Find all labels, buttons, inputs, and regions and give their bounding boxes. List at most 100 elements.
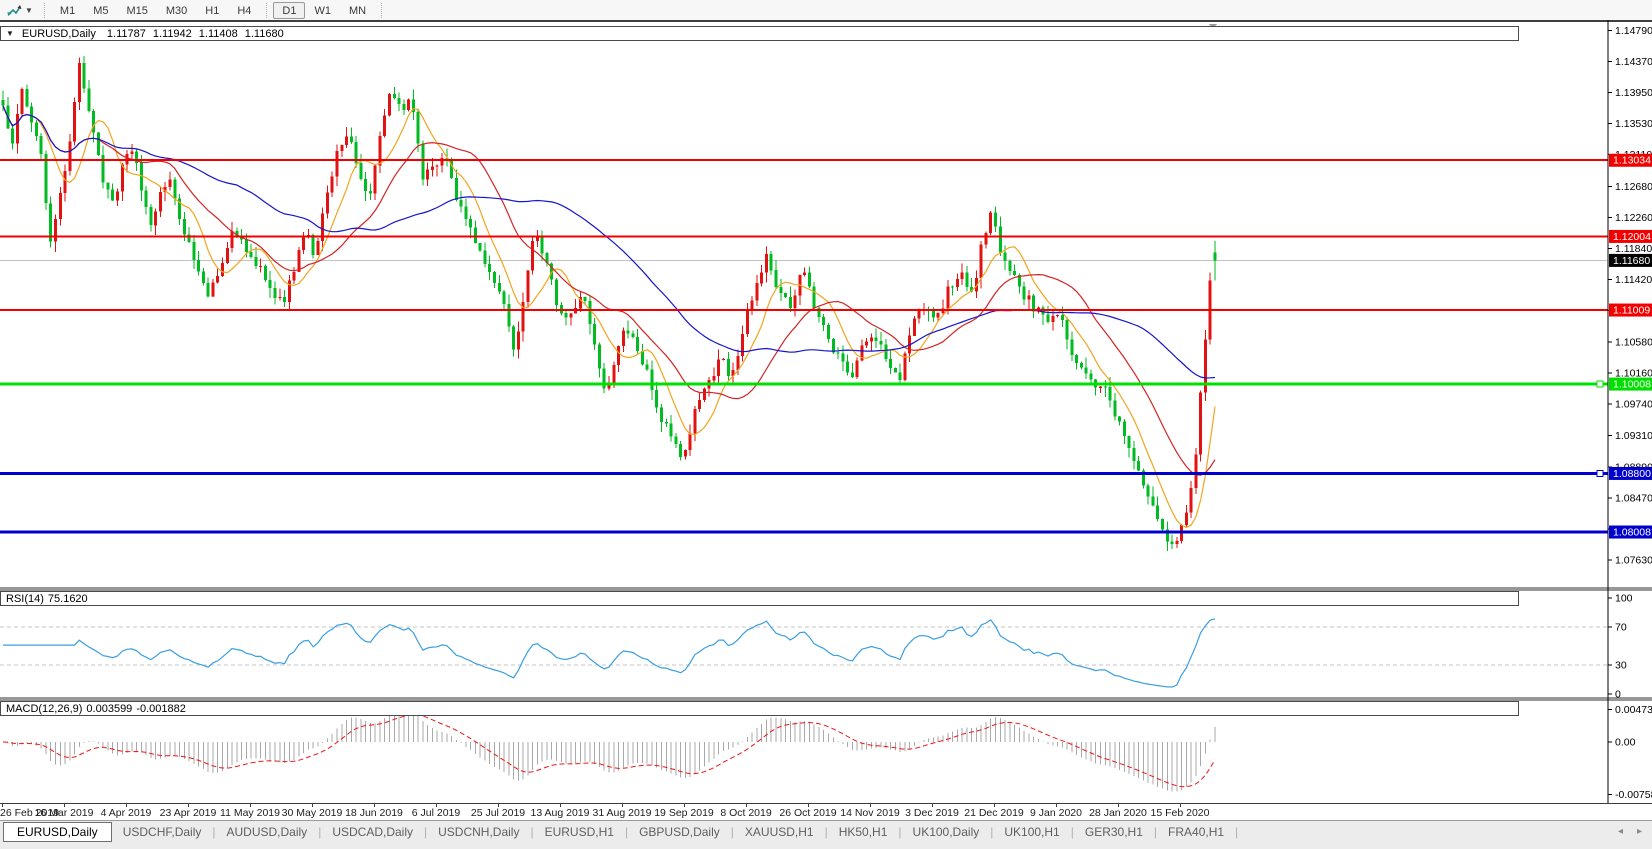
- tab-xauusd-h1[interactable]: XAUUSD,H1: [744, 825, 814, 839]
- date-tick: [870, 804, 871, 807]
- tab-ger30-h1[interactable]: GER30,H1: [1084, 825, 1143, 839]
- tab-usdcad-daily[interactable]: USDCAD,Daily: [332, 825, 413, 839]
- date-label: 14 Nov 2019: [840, 807, 900, 819]
- toolbar-separator: [266, 2, 268, 18]
- macd-name: MACD(12,26,9): [6, 702, 83, 715]
- price-tick-label: 1.14370: [1615, 56, 1652, 68]
- date-label: 16 Mar 2019: [34, 807, 94, 819]
- date-tick: [994, 804, 995, 807]
- tab-audusd-daily[interactable]: AUDUSD,Daily: [226, 825, 308, 839]
- level-handle-1.10008[interactable]: [1596, 380, 1604, 388]
- macd-tick-label: -0.007584: [1615, 789, 1652, 801]
- tab-uk100-h1[interactable]: UK100,H1: [1004, 825, 1060, 839]
- price-tick-label: 1.13950: [1615, 87, 1652, 99]
- date-tick: [498, 804, 499, 807]
- timeframe-button-M15[interactable]: M15: [126, 4, 148, 17]
- price-axis[interactable]: 1.147901.143701.139501.135301.131101.126…: [1608, 25, 1652, 801]
- timeframe-button-MN[interactable]: MN: [348, 4, 367, 17]
- toolbar-separator: [381, 2, 383, 18]
- price-badge-1.08800[interactable]: [1609, 466, 1652, 480]
- price-tick-label: 1.11420: [1615, 274, 1652, 286]
- timeframe-button-M30[interactable]: M30: [165, 4, 188, 17]
- price-badge-text: 1.13034: [1613, 155, 1651, 167]
- date-label: 21 Dec 2019: [964, 807, 1024, 819]
- tab-gbpusd-daily[interactable]: GBPUSD,Daily: [639, 825, 720, 839]
- tab-divider: |: [212, 825, 216, 839]
- chart-background: [0, 20, 1652, 803]
- macd-value-signal: -0.001882: [136, 702, 186, 715]
- price-tick-label: 1.07630: [1615, 554, 1652, 566]
- date-tick: [746, 804, 747, 807]
- date-label: 25 Jul 2019: [470, 807, 526, 819]
- price-tick-label: 1.09310: [1615, 430, 1652, 442]
- rsi-pane: [0, 618, 1607, 688]
- tab-divider: |: [730, 825, 734, 839]
- price-tick-label: 1.12680: [1615, 181, 1652, 193]
- date-label: 9 Jan 2020: [1030, 807, 1082, 819]
- price-tick-label: 1.08470: [1615, 492, 1652, 504]
- price-badge-1.13034[interactable]: [1609, 153, 1652, 167]
- tab-hk50-h1[interactable]: HK50,H1: [838, 825, 888, 839]
- tab-eurusd-h1[interactable]: EURUSD,H1: [544, 825, 614, 839]
- rsi-tick-label: 100: [1615, 593, 1633, 605]
- date-axis[interactable]: 26 Feb 2019 16 Mar 2019 4 Apr 2019 23 Apr 2…: [0, 803, 1652, 820]
- price-tick-label: 1.12260: [1615, 212, 1652, 224]
- ma-8-line: [2, 105, 1216, 528]
- tab-divider: |: [318, 825, 322, 839]
- date-label: 18 Jun 2019: [345, 807, 403, 819]
- date-label: 15 Feb 2020: [1150, 807, 1210, 819]
- date-label: 13 Aug 2019: [530, 807, 590, 819]
- price-badge-1.11680[interactable]: [1609, 253, 1652, 267]
- toolbar-separator: [43, 2, 45, 18]
- price-badge-1.11009[interactable]: [1609, 303, 1652, 317]
- chart-symbol-label: EURUSD,Daily: [21, 27, 96, 40]
- timeframe-button-D1[interactable]: D1: [273, 1, 306, 19]
- date-label: 19 Sep 2019: [654, 807, 714, 819]
- date-tick: [188, 804, 189, 807]
- chevron-down-icon[interactable]: ▼: [25, 5, 33, 15]
- price-tick-label: 1.13530: [1615, 118, 1652, 130]
- chart-type-button[interactable]: ▼: [0, 1, 38, 19]
- chart-type-icon: [7, 4, 22, 16]
- tab-uk100-daily[interactable]: UK100,Daily: [912, 825, 980, 839]
- timeframe-button-H4[interactable]: H4: [237, 4, 252, 17]
- rsi-label-bar: RSI(14) 75.1620: [0, 591, 1519, 606]
- macd-signal-line: [2, 714, 1216, 788]
- date-label: 8 Oct 2019: [720, 807, 772, 819]
- rsi-value: 75.1620: [47, 592, 88, 605]
- date-tick: [436, 804, 437, 807]
- date-label: 4 Apr 2019: [100, 807, 152, 819]
- tabs-scroll-right-icon[interactable]: ▸: [1636, 826, 1642, 837]
- date-tick: [932, 804, 933, 807]
- chart-canvas[interactable]: 1.147901.143701.139501.135301.131101.126…: [0, 20, 1652, 803]
- tab-eurusd-daily[interactable]: EURUSD,Daily: [3, 822, 112, 842]
- rsi-name: RSI(14): [6, 592, 44, 605]
- level-handle-1.08800[interactable]: [1596, 469, 1604, 477]
- date-tick: [64, 804, 65, 807]
- collapse-triangle-icon[interactable]: ▼: [6, 29, 14, 38]
- timeframe-button-M5[interactable]: M5: [93, 4, 109, 17]
- tab-divider: |: [530, 825, 534, 839]
- price-pane: [0, 56, 1607, 552]
- price-badge-1.12004[interactable]: [1609, 229, 1652, 243]
- chart-title-bar: ▼ EURUSD,Daily 1.11787 1.11942 1.11408 1…: [0, 26, 1519, 41]
- tab-fra40-h1[interactable]: FRA40,H1: [1168, 825, 1225, 839]
- timeframe-button-H1[interactable]: H1: [205, 4, 220, 17]
- rsi-tick-label: 0: [1615, 689, 1621, 701]
- date-tick: [1180, 804, 1181, 807]
- tab-divider: |: [824, 825, 828, 839]
- date-tick: [622, 804, 623, 807]
- quote-open: 1.11787: [106, 27, 146, 40]
- quote-low: 1.11408: [198, 27, 238, 40]
- tabs-scroll-left-icon[interactable]: ◂: [1617, 826, 1623, 837]
- price-badge-1.10008[interactable]: [1609, 377, 1652, 391]
- price-tick-label: 1.09740: [1615, 398, 1652, 410]
- tab-usdchf-daily[interactable]: USDCHF,Daily: [122, 825, 202, 839]
- chart-top-border: [0, 20, 1652, 22]
- timeframe-button-M1[interactable]: M1: [59, 4, 76, 17]
- timeframe-button-W1[interactable]: W1: [314, 4, 331, 17]
- price-badge-text: 1.12004: [1613, 231, 1651, 243]
- tab-usdcnh-daily[interactable]: USDCNH,Daily: [438, 825, 520, 839]
- date-tick: [1056, 804, 1057, 807]
- price-badge-1.08008[interactable]: [1609, 525, 1652, 539]
